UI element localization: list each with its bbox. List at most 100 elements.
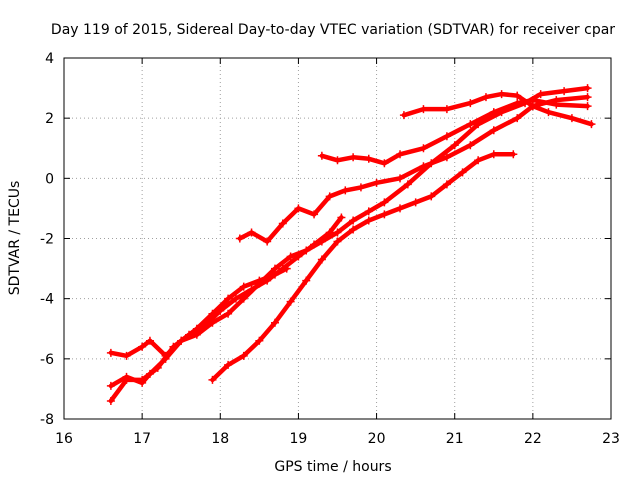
series-track-5	[108, 215, 344, 404]
series-track-5-markers	[106, 213, 346, 405]
data-point-marker	[333, 237, 342, 246]
data-point-marker	[122, 372, 131, 381]
data-point-marker	[583, 84, 592, 93]
data-point-marker	[333, 156, 342, 165]
series-track-3-markers	[399, 90, 596, 129]
grid-lines	[64, 58, 611, 419]
data-point-marker	[536, 90, 545, 99]
data-point-marker	[380, 210, 389, 219]
data-point-marker	[138, 378, 147, 387]
data-point-marker	[224, 294, 233, 303]
data-point-marker	[458, 168, 467, 177]
data-point-marker	[302, 276, 311, 285]
data-point-marker	[341, 186, 350, 195]
data-point-marker	[396, 174, 405, 183]
data-point-marker	[364, 216, 373, 225]
data-point-marker	[235, 234, 244, 243]
data-point-marker	[239, 351, 248, 360]
data-point-marker	[466, 120, 475, 129]
x-tick-label: 18	[211, 431, 229, 447]
series-track-7	[210, 152, 516, 383]
series-track-7-markers	[208, 150, 518, 384]
data-point-marker	[552, 100, 561, 109]
series-track-1-markers	[235, 93, 592, 246]
data-point-marker	[247, 228, 256, 237]
data-point-marker	[337, 213, 346, 222]
data-point-marker	[317, 237, 326, 246]
data-point-marker	[380, 198, 389, 207]
data-point-marker	[208, 375, 217, 384]
data-point-marker	[263, 237, 272, 246]
data-point-marker	[567, 114, 576, 123]
data-point-marker	[489, 150, 498, 159]
data-point-marker	[294, 204, 303, 213]
x-tick-label: 19	[290, 431, 308, 447]
data-point-marker	[583, 93, 592, 102]
data-point-marker	[255, 336, 264, 345]
data-point-marker	[145, 369, 154, 378]
data-point-marker	[270, 318, 279, 327]
data-point-marker	[106, 396, 115, 405]
data-point-marker	[317, 255, 326, 264]
data-point-marker	[466, 141, 475, 150]
data-point-marker	[208, 318, 217, 327]
data-point-marker	[302, 246, 311, 255]
plot-frame	[63, 57, 612, 420]
data-point-marker	[224, 360, 233, 369]
data-point-marker	[513, 114, 522, 123]
series-track-6	[108, 85, 590, 389]
y-tick-label: 4	[45, 51, 54, 67]
data-point-marker	[497, 108, 506, 117]
y-axis-label: SDTVAR / TECUs	[7, 181, 23, 296]
y-tick-label: -4	[40, 292, 54, 308]
data-point-marker	[255, 279, 264, 288]
data-point-marker	[489, 126, 498, 135]
data-point-marker	[364, 154, 373, 163]
data-point-marker	[380, 159, 389, 168]
data-point-marker	[427, 192, 436, 201]
data-point-marker	[278, 219, 287, 228]
data-point-marker	[349, 216, 358, 225]
data-point-marker	[216, 306, 225, 315]
data-point-marker	[231, 294, 240, 303]
data-point-marker	[450, 141, 459, 150]
data-point-marker	[239, 294, 248, 303]
data-point-marker	[192, 330, 201, 339]
data-point-marker	[396, 150, 405, 159]
data-point-marker	[509, 150, 518, 159]
data-point-marker	[411, 198, 420, 207]
data-point-marker	[396, 204, 405, 213]
series-track-6-markers	[106, 84, 592, 390]
data-point-marker	[528, 102, 537, 111]
data-point-marker	[442, 153, 451, 162]
data-point-marker	[544, 108, 553, 117]
chart-title: Day 119 of 2015, Sidereal Day-to-day VTE…	[51, 22, 615, 38]
data-point-marker	[481, 93, 490, 102]
x-tick-label: 17	[133, 431, 151, 447]
data-point-marker	[145, 336, 154, 345]
data-point-marker	[474, 156, 483, 165]
data-point-marker	[278, 264, 287, 273]
y-tick-label: -8	[40, 412, 54, 428]
data-point-marker	[419, 105, 428, 114]
data-point-marker	[466, 99, 475, 108]
data-point-marker	[474, 120, 483, 129]
data-point-marker	[403, 180, 412, 189]
data-point-marker	[161, 354, 170, 363]
data-point-marker	[325, 192, 334, 201]
data-point-marker	[349, 225, 358, 234]
x-tick-label: 23	[602, 431, 620, 447]
data-point-marker	[442, 105, 451, 114]
data-point-marker	[497, 90, 506, 99]
data-point-marker	[442, 132, 451, 141]
data-point-marker	[310, 210, 319, 219]
axis-ticks: 16 17 18 19 20 21 22 23 -8 -6 -4 -2 0 2 4	[40, 51, 620, 447]
x-tick-label: 21	[446, 431, 464, 447]
data-point-marker	[399, 111, 408, 120]
data-point-marker	[583, 102, 592, 111]
y-tick-label: 2	[45, 111, 54, 127]
data-series	[106, 84, 596, 405]
data-point-marker	[286, 297, 295, 306]
